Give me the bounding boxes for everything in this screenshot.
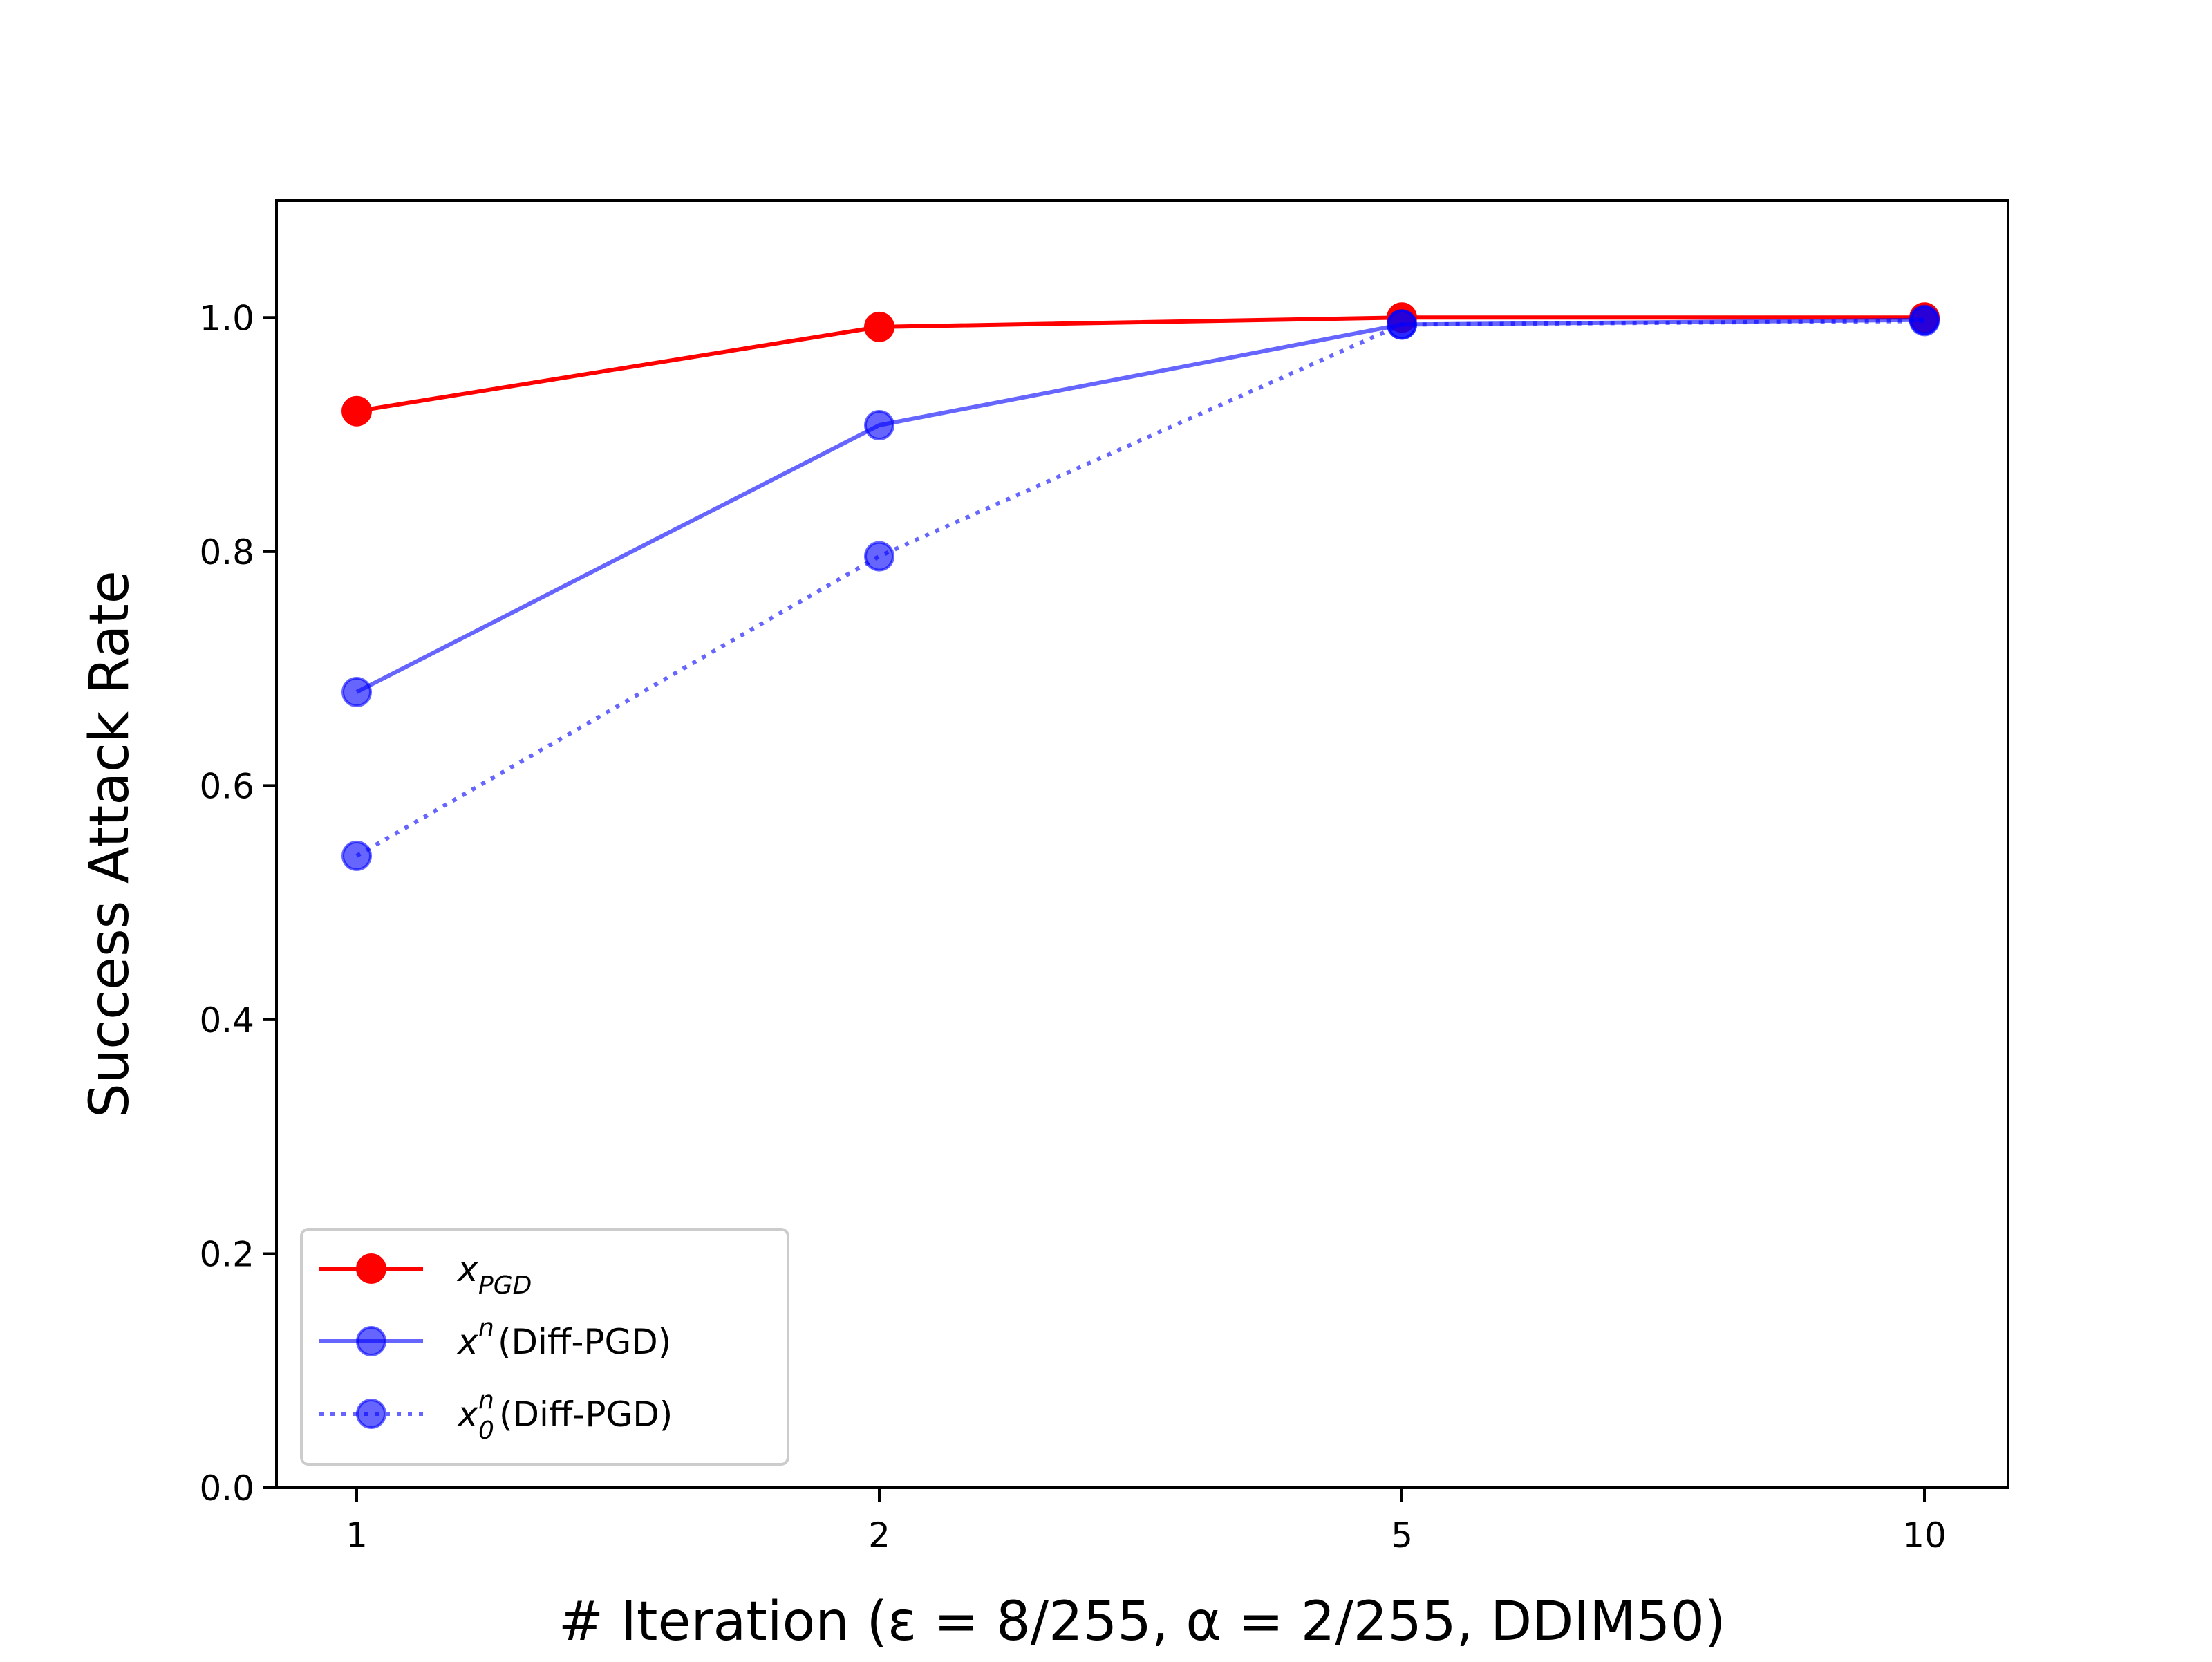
legend-label: x	[456, 1394, 478, 1435]
legend-label: x	[456, 1249, 478, 1289]
legend-label-suffix: (Diff-PGD)	[499, 1394, 673, 1435]
legend-label-superscript: n	[478, 1314, 494, 1342]
legend-label-subscript: PGD	[478, 1271, 532, 1300]
series-2	[341, 304, 1940, 707]
series-2-line	[355, 317, 1925, 694]
y-tick-label: 0.4	[199, 1000, 254, 1040]
legend-swatch-marker	[356, 1399, 386, 1429]
series-1-line	[356, 315, 1924, 413]
y-tick-label: 0.6	[199, 766, 254, 806]
y-tick-label: 0.8	[199, 532, 254, 572]
y-axis-label: Success Attack Rate	[79, 570, 141, 1117]
legend-swatch-marker	[356, 1253, 386, 1284]
series-3-point	[1909, 306, 1940, 337]
y-tick-label: 0.2	[199, 1234, 254, 1274]
series-2-point	[341, 676, 372, 707]
x-tick-label: 5	[1391, 1515, 1413, 1556]
y-tick-label: 1.0	[199, 298, 254, 338]
series-2-point	[864, 410, 894, 441]
series-1-point	[864, 311, 894, 342]
series-layer	[341, 302, 1940, 871]
x-tick-label: 2	[868, 1515, 890, 1556]
legend-label-subscript: 0	[478, 1417, 494, 1445]
y-tick-label: 0.0	[199, 1468, 254, 1509]
x-axis-label: # Iteration (ε = 8/255, α = 2/255, DDIM5…	[559, 1591, 1726, 1653]
series-3-point	[864, 541, 894, 572]
legend-frame	[300, 1228, 789, 1466]
x-tick-label: 10	[1902, 1515, 1947, 1556]
legend-label: x	[456, 1322, 478, 1362]
legend-swatch-marker	[356, 1326, 386, 1356]
series-3	[341, 306, 1940, 871]
series-3-point	[1387, 309, 1417, 340]
legend-label-suffix: (Diff-PGD)	[498, 1322, 671, 1362]
series-1-point	[341, 395, 372, 427]
legend-label-superscript: n	[478, 1386, 494, 1414]
plot-area-frame	[275, 199, 2009, 1489]
series-3-line	[355, 319, 1925, 858]
axis-ticks-layer: 0.0 0.2 0.4 0.6 0.8 1.0 1 2 5 10	[199, 298, 1946, 1556]
series-3-point	[341, 840, 372, 871]
x-tick-label: 1	[346, 1515, 368, 1556]
